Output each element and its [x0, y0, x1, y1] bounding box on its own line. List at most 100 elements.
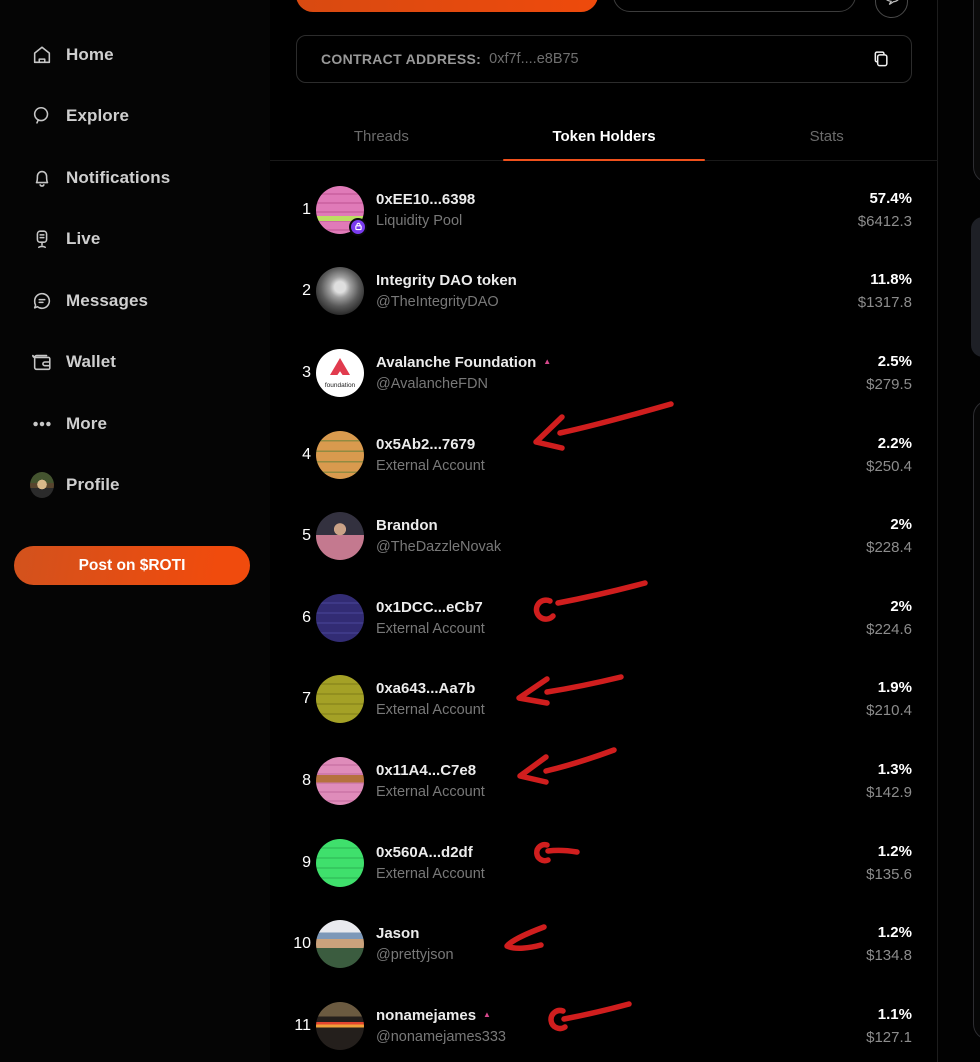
holder-subtitle: External Account	[376, 457, 485, 474]
sidebar-item-live[interactable]: Live	[0, 209, 270, 271]
holder-usd-value: $210.4	[866, 702, 912, 720]
holder-identity: 0x1DCC...eCb7 ▲ External Account	[376, 599, 485, 637]
holder-rank: 4	[302, 445, 311, 463]
holder-avatar	[316, 675, 364, 724]
sidebar-item-label: Explore	[66, 106, 130, 126]
sidebar-item-messages[interactable]: Messages	[0, 270, 270, 332]
live-mic-icon	[30, 227, 54, 251]
holder-usd-value: $142.9	[866, 783, 912, 801]
holder-name: Jason	[376, 925, 420, 943]
sidebar-item-label: Home	[66, 44, 114, 64]
scrollbar-thumb[interactable]	[971, 217, 980, 357]
holder-values: 1.9% $210.4	[866, 679, 938, 719]
holder-name: Brandon	[376, 517, 438, 535]
sidebar-item-label: More	[66, 413, 108, 433]
sidebar-item-wallet[interactable]: Wallet	[0, 332, 270, 394]
holder-avatar-art	[316, 838, 364, 887]
more-dots-icon	[30, 412, 54, 436]
holder-avatar	[316, 756, 364, 805]
holder-values: 1.1% $127.1	[866, 1006, 938, 1046]
holder-subtitle: External Account	[376, 702, 485, 719]
holder-values: 1.2% $135.6	[866, 843, 938, 883]
holder-values: 2% $228.4	[866, 516, 938, 556]
holder-percent: 1.3%	[877, 760, 912, 778]
sidebar-item-notifications[interactable]: Notifications	[0, 147, 270, 209]
holder-identity: nonamejames ▲ @nonamejames333	[376, 1007, 506, 1045]
holder-subtitle: @TheDazzleNovak	[376, 539, 502, 556]
sidebar-item-profile[interactable]: Profile	[0, 455, 270, 517]
share-bubble-button[interactable]	[875, 0, 908, 18]
token-holder-row[interactable]: 10 Jason ▲ @prettyjson 1.2% $134.8	[270, 903, 938, 985]
post-on-roti-button[interactable]: Post on $ROTI	[14, 546, 250, 585]
holder-values: 2.2% $250.4	[866, 435, 938, 475]
holder-identity: 0x560A...d2df ▲ External Account	[376, 844, 485, 882]
holder-avatar	[316, 1001, 364, 1050]
holder-identity: Avalanche Foundation ▲ @AvalancheFDN	[376, 354, 551, 392]
token-holder-row[interactable]: 2 Integrity DAO token ▲ @TheIntegrityDAO…	[270, 251, 938, 333]
holder-name: Avalanche Foundation	[376, 353, 537, 371]
tab-token-holders[interactable]: Token Holders	[493, 112, 716, 161]
holder-subtitle: @nonamejames333	[376, 1028, 506, 1045]
sidebar-nav: Home Explore Notifications Live	[0, 0, 270, 516]
holder-usd-value: $250.4	[866, 457, 912, 475]
holder-usd-value: $279.5	[866, 375, 912, 393]
token-holder-row[interactable]: 7 0xa643...Aa7b ▲ External Account 1.9% …	[270, 659, 938, 741]
secondary-action-button-cutoff[interactable]	[613, 0, 856, 12]
right-panel-card-cutoff	[973, 0, 980, 183]
holder-percent: 57.4%	[869, 189, 912, 207]
primary-action-button-cutoff[interactable]	[296, 0, 598, 12]
avalanche-logo-icon	[330, 357, 350, 375]
holder-rank: 1	[302, 200, 311, 218]
holder-avatar-art	[316, 756, 364, 805]
holder-rank: 10	[293, 935, 311, 953]
holder-rank: 7	[302, 690, 311, 708]
copy-address-button[interactable]	[871, 49, 891, 69]
sidebar-item-explore[interactable]: Explore	[0, 86, 270, 148]
bell-icon	[30, 166, 54, 190]
token-holder-row[interactable]: 4 0x5Ab2...7679 ▲ External Account 2.2% …	[270, 414, 938, 496]
holder-values: 2.5% $279.5	[866, 353, 938, 393]
holder-usd-value: $135.6	[866, 865, 912, 883]
sidebar: Home Explore Notifications Live	[0, 0, 270, 1062]
holder-usd-value: $228.4	[866, 539, 912, 557]
profile-avatar	[30, 472, 54, 499]
holder-values: 11.8% $1317.8	[858, 271, 938, 311]
holder-avatar	[316, 593, 364, 642]
holder-usd-value: $134.8	[866, 947, 912, 965]
tab-stats[interactable]: Stats	[809, 127, 844, 145]
holder-name: nonamejames	[376, 1006, 477, 1024]
copy-icon	[874, 51, 888, 67]
holder-subtitle: Liquidity Pool	[376, 212, 463, 229]
home-icon	[30, 43, 54, 67]
holder-rank: 11	[294, 1016, 311, 1034]
sidebar-item-label: Profile	[66, 475, 120, 495]
holder-subtitle: External Account	[376, 620, 485, 637]
token-holder-row[interactable]: 6 0x1DCC...eCb7 ▲ External Account 2% $2…	[270, 577, 938, 659]
verified-triangle-icon: ▲	[543, 356, 552, 366]
sidebar-item-label: Messages	[66, 290, 149, 310]
token-holder-row[interactable]: 8 0x11A4...C7e8 ▲ External Account 1.3% …	[270, 740, 938, 822]
sidebar-item-home[interactable]: Home	[0, 24, 270, 86]
token-holder-row[interactable]: 9 0x560A...d2df ▲ External Account 1.2% …	[270, 822, 938, 904]
holder-subtitle: @AvalancheFDN	[376, 375, 488, 392]
holder-rank: 2	[302, 282, 311, 300]
token-holder-row[interactable]: 11 nonamejames ▲ @nonamejames333 1.1% $1…	[270, 985, 938, 1062]
holder-percent: 2.2%	[877, 434, 912, 452]
token-holder-row[interactable]: 5 Brandon ▲ @TheDazzleNovak 2% $228.4	[270, 495, 938, 577]
token-holder-row[interactable]: 3 foundation Avalanche Foundation ▲ @Ava…	[270, 332, 938, 414]
holder-usd-value: $6412.3	[857, 212, 912, 230]
token-holder-row[interactable]: 1 0xEE10...6398 ▲ Liquidity Pool 57.4% $…	[270, 169, 938, 251]
holder-subtitle: @TheIntegrityDAO	[376, 294, 499, 311]
holder-avatar-art	[316, 920, 364, 969]
sidebar-item-label: Live	[66, 229, 101, 249]
holder-avatar	[316, 430, 364, 479]
holder-values: 1.2% $134.8	[866, 924, 938, 964]
tab-threads[interactable]: Threads	[353, 127, 409, 145]
sidebar-item-more[interactable]: More	[0, 393, 270, 455]
holder-avatar	[316, 512, 364, 561]
lock-badge-icon	[349, 217, 367, 236]
holder-avatar	[316, 920, 364, 969]
contract-address-bar[interactable]: CONTRACT ADDRESS: 0xf7f....e8B75	[296, 35, 912, 83]
holder-percent: 2%	[890, 516, 912, 534]
